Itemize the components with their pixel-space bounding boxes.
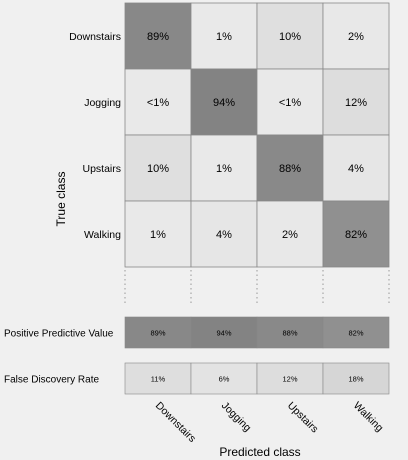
matrix-cell xyxy=(322,134,390,202)
matrix-cell-label: 1% xyxy=(150,229,166,241)
matrix-cell-label: 1% xyxy=(216,31,232,43)
matrix-cell-label: <1% xyxy=(279,97,302,109)
matrix-cell xyxy=(124,2,192,70)
matrix-cell xyxy=(322,68,390,136)
matrix-cell-label: 94% xyxy=(213,97,235,109)
matrix-cell xyxy=(190,2,258,70)
summary-cell-label: 6% xyxy=(219,375,230,384)
summary-cell-label: 88% xyxy=(282,329,297,338)
summary-cell-label: 18% xyxy=(348,375,363,384)
matrix-cell-label: 4% xyxy=(348,163,364,175)
matrix-cell-label: 89% xyxy=(147,31,169,43)
matrix-cell-label: 10% xyxy=(147,163,169,175)
summary-cell xyxy=(322,362,390,395)
matrix-cell-label: 4% xyxy=(216,229,232,241)
matrix-cell xyxy=(322,2,390,70)
summary-cell xyxy=(190,362,258,395)
matrix-cell xyxy=(124,200,192,268)
matrix-cell xyxy=(256,2,324,70)
matrix-cell xyxy=(190,134,258,202)
summary-row-label: False Discovery Rate xyxy=(4,375,99,386)
matrix-cell-label: 2% xyxy=(348,31,364,43)
summary-cell xyxy=(256,316,324,349)
matrix-cell-label: 10% xyxy=(279,31,301,43)
row-tick-label: Downstairs xyxy=(69,31,121,43)
summary-cell-label: 12% xyxy=(282,375,297,384)
summary-cell xyxy=(322,316,390,349)
column-tick-label: Jogging xyxy=(219,400,254,435)
matrix-cell xyxy=(322,200,390,268)
row-tick-label: Upstairs xyxy=(82,163,121,175)
matrix-cell-label: 12% xyxy=(345,97,367,109)
matrix-cell-label: 88% xyxy=(279,163,301,175)
matrix-cell xyxy=(124,68,192,136)
summary-cell xyxy=(190,316,258,349)
summary-cell-label: 11% xyxy=(151,375,166,384)
axis-labels: True class Predicted class xyxy=(54,172,301,459)
y-axis-label: True class xyxy=(54,172,68,227)
x-axis-label: Predicted class xyxy=(219,445,300,459)
summary-cell-label: 89% xyxy=(150,329,165,338)
matrix-cell xyxy=(190,200,258,268)
matrix-grid: 89% 1% 10% 2% <1% 94% <1% 12% 10% 1% 88% 4% 1% 4% 2% 82… xyxy=(69,2,390,268)
summary-rows: Positive Predictive Value 89% 94% 88% 82% Fal… xyxy=(4,270,390,445)
matrix-cell-label: 82% xyxy=(345,229,367,241)
summary-row-label: Positive Predictive Value xyxy=(4,329,114,340)
matrix-cell-label: 2% xyxy=(282,229,298,241)
row-tick-label: Jogging xyxy=(84,97,121,109)
summary-cell-label: 82% xyxy=(348,329,363,338)
row-tick-label: Walking xyxy=(84,229,121,241)
column-tick-label: Upstairs xyxy=(285,400,321,436)
matrix-cell-label: 1% xyxy=(216,163,232,175)
matrix-cell-label: <1% xyxy=(147,97,170,109)
matrix-cell xyxy=(190,68,258,136)
column-tick-label: Downstairs xyxy=(153,400,198,445)
column-tick-label: Walking xyxy=(351,400,386,435)
summary-cell-label: 94% xyxy=(216,329,231,338)
